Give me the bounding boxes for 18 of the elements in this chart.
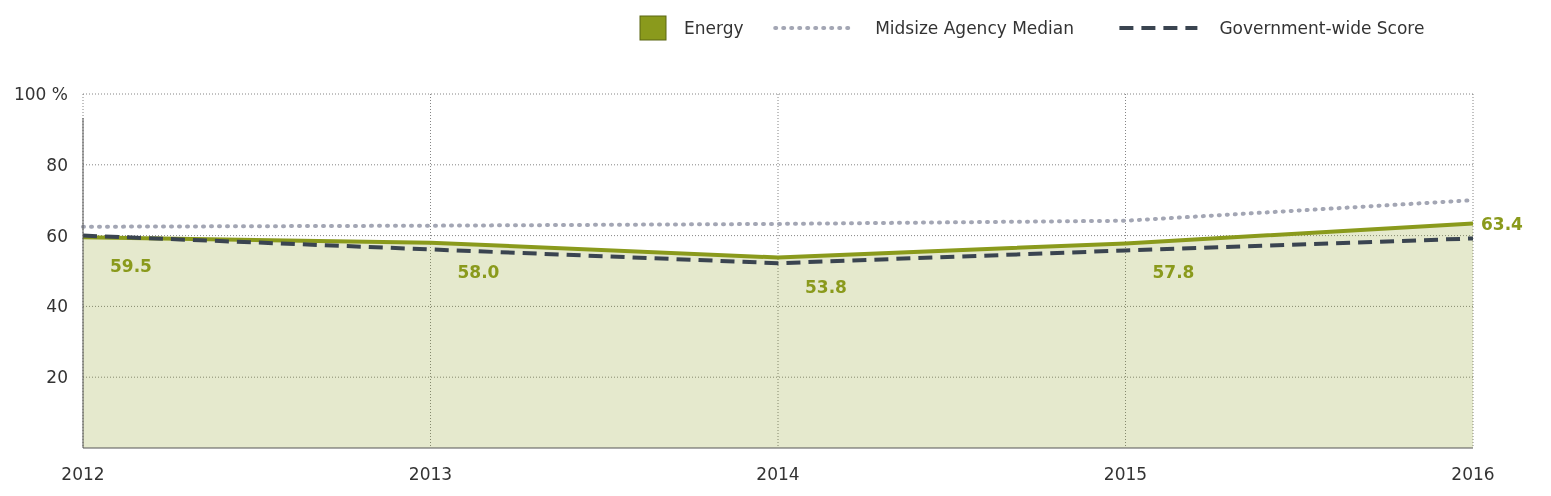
data-label: 53.8 <box>805 276 847 297</box>
data-label: 63.4 <box>1481 213 1524 234</box>
x-tick-label: 2012 <box>61 464 105 484</box>
legend-label: Government-wide Score <box>1219 18 1425 38</box>
y-tick-label: 60 <box>46 225 68 246</box>
y-tick-label: 80 <box>46 154 68 175</box>
y-tick-label: 20 <box>46 367 68 388</box>
data-label: 57.8 <box>1152 262 1195 283</box>
y-tick-label: 40 <box>46 296 68 317</box>
x-tick-label: 2016 <box>1451 464 1495 484</box>
x-tick-label: 2014 <box>756 464 800 484</box>
data-label: 58.0 <box>457 261 500 282</box>
legend-label: Midsize Agency Median <box>875 18 1075 38</box>
legend-label: Energy <box>684 18 744 38</box>
y-tick-label: 100 % <box>13 84 68 104</box>
x-tick-label: 2013 <box>408 464 453 484</box>
x-tick-label: 2015 <box>1103 464 1148 484</box>
data-label: 59.5 <box>110 256 152 277</box>
